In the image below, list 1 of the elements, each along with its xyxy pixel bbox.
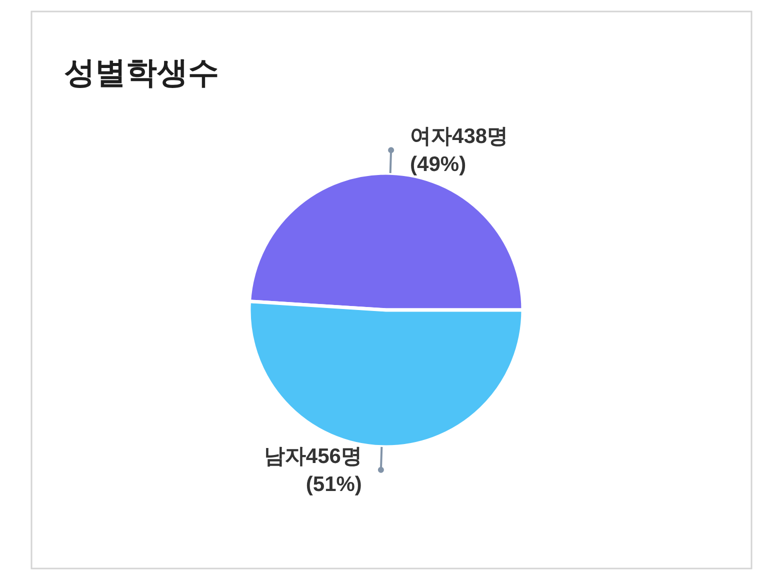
title: 성별학생수 — [64, 55, 219, 90]
